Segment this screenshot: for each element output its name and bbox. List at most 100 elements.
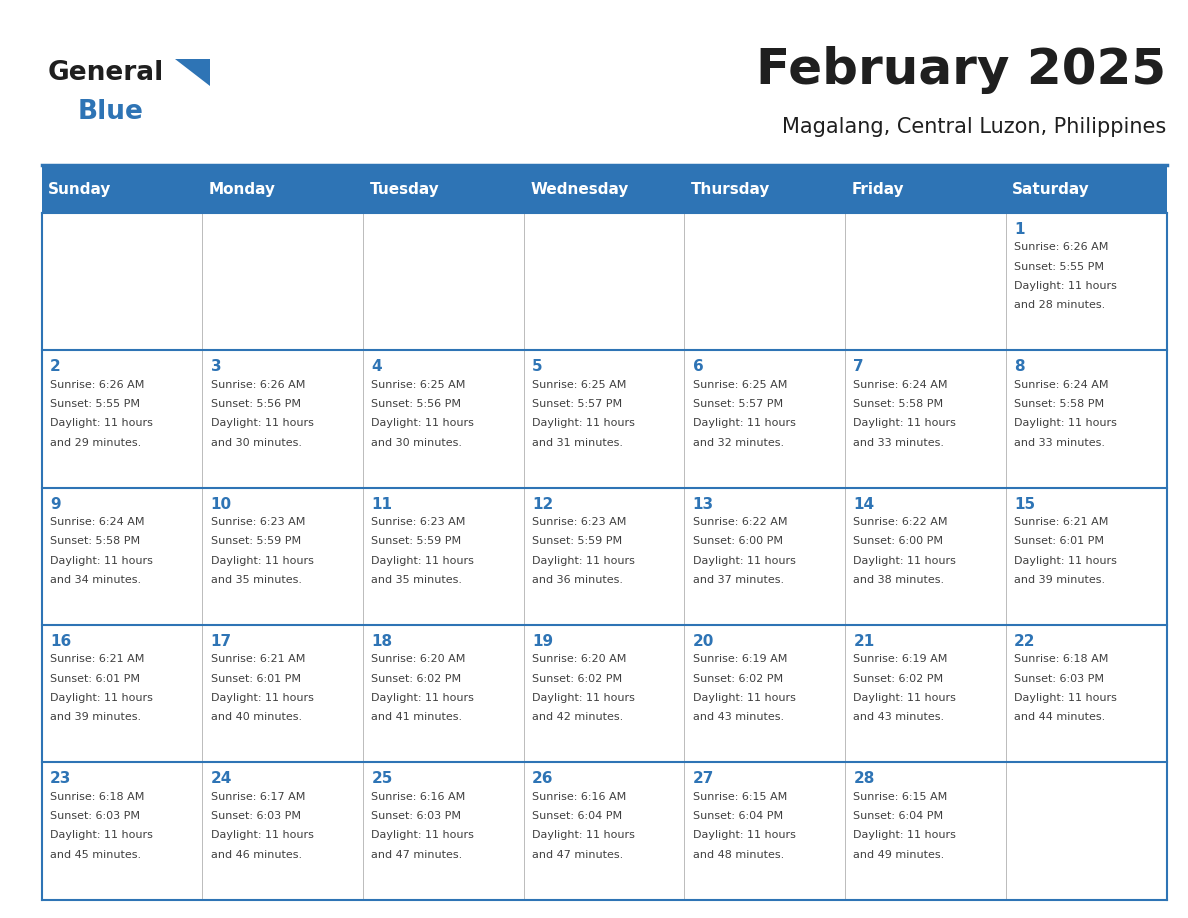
Text: Sunrise: 6:24 AM: Sunrise: 6:24 AM (853, 380, 948, 389)
Text: Daylight: 11 hours: Daylight: 11 hours (693, 555, 796, 565)
Text: 7: 7 (853, 360, 864, 375)
Text: Daylight: 11 hours: Daylight: 11 hours (210, 555, 314, 565)
Text: Sunrise: 6:24 AM: Sunrise: 6:24 AM (1015, 380, 1108, 389)
Text: Sunrise: 6:26 AM: Sunrise: 6:26 AM (1015, 242, 1108, 252)
Text: 22: 22 (1015, 634, 1036, 649)
Text: Sunrise: 6:25 AM: Sunrise: 6:25 AM (372, 380, 466, 389)
Text: 19: 19 (532, 634, 554, 649)
Text: 25: 25 (372, 771, 393, 787)
Text: and 41 minutes.: and 41 minutes. (372, 712, 462, 722)
Text: Daylight: 11 hours: Daylight: 11 hours (532, 830, 634, 840)
Text: Sunset: 6:01 PM: Sunset: 6:01 PM (1015, 536, 1104, 546)
Text: and 42 minutes.: and 42 minutes. (532, 712, 624, 722)
Text: Sunrise: 6:18 AM: Sunrise: 6:18 AM (50, 791, 144, 801)
Text: Sunrise: 6:22 AM: Sunrise: 6:22 AM (693, 517, 788, 527)
Text: Daylight: 11 hours: Daylight: 11 hours (210, 830, 314, 840)
Text: Daylight: 11 hours: Daylight: 11 hours (372, 830, 474, 840)
Text: Daylight: 11 hours: Daylight: 11 hours (50, 693, 153, 703)
Text: Sunrise: 6:17 AM: Sunrise: 6:17 AM (210, 791, 305, 801)
Text: Sunset: 6:00 PM: Sunset: 6:00 PM (693, 536, 783, 546)
Text: Sunset: 6:02 PM: Sunset: 6:02 PM (853, 674, 943, 684)
Text: Magalang, Central Luzon, Philippines: Magalang, Central Luzon, Philippines (783, 117, 1167, 137)
Text: Sunrise: 6:19 AM: Sunrise: 6:19 AM (853, 655, 948, 665)
Text: and 33 minutes.: and 33 minutes. (853, 438, 944, 447)
Text: and 47 minutes.: and 47 minutes. (372, 849, 462, 859)
Text: Sunset: 6:02 PM: Sunset: 6:02 PM (693, 674, 783, 684)
Text: Daylight: 11 hours: Daylight: 11 hours (1015, 555, 1117, 565)
Text: Sunset: 6:02 PM: Sunset: 6:02 PM (532, 674, 623, 684)
Text: Sunset: 6:03 PM: Sunset: 6:03 PM (50, 811, 140, 821)
Text: and 39 minutes.: and 39 minutes. (50, 712, 141, 722)
Text: 26: 26 (532, 771, 554, 787)
Text: Daylight: 11 hours: Daylight: 11 hours (853, 830, 956, 840)
Text: 21: 21 (853, 634, 874, 649)
Text: Daylight: 11 hours: Daylight: 11 hours (693, 830, 796, 840)
Text: 3: 3 (210, 360, 221, 375)
Text: 1: 1 (1015, 222, 1025, 237)
Text: Daylight: 11 hours: Daylight: 11 hours (1015, 693, 1117, 703)
Text: Sunrise: 6:24 AM: Sunrise: 6:24 AM (50, 517, 145, 527)
Text: Sunrise: 6:23 AM: Sunrise: 6:23 AM (210, 517, 305, 527)
Text: 28: 28 (853, 771, 874, 787)
Text: Sunset: 5:58 PM: Sunset: 5:58 PM (853, 399, 943, 409)
Text: Sunset: 5:55 PM: Sunset: 5:55 PM (1015, 262, 1104, 272)
Text: Sunset: 6:04 PM: Sunset: 6:04 PM (532, 811, 623, 821)
Text: and 39 minutes.: and 39 minutes. (1015, 575, 1105, 585)
Text: Sunrise: 6:26 AM: Sunrise: 6:26 AM (50, 380, 144, 389)
Text: Sunset: 5:57 PM: Sunset: 5:57 PM (532, 399, 623, 409)
Text: and 35 minutes.: and 35 minutes. (372, 575, 462, 585)
Text: and 43 minutes.: and 43 minutes. (693, 712, 784, 722)
Text: Sunset: 5:59 PM: Sunset: 5:59 PM (532, 536, 623, 546)
Text: Sunrise: 6:26 AM: Sunrise: 6:26 AM (210, 380, 305, 389)
Text: Sunrise: 6:23 AM: Sunrise: 6:23 AM (372, 517, 466, 527)
Text: and 48 minutes.: and 48 minutes. (693, 849, 784, 859)
Text: Daylight: 11 hours: Daylight: 11 hours (853, 555, 956, 565)
Text: 23: 23 (50, 771, 71, 787)
Text: Saturday: Saturday (1012, 182, 1091, 196)
Text: 11: 11 (372, 497, 392, 512)
Text: Wednesday: Wednesday (530, 182, 628, 196)
Text: Daylight: 11 hours: Daylight: 11 hours (50, 419, 153, 428)
Text: Sunset: 6:01 PM: Sunset: 6:01 PM (210, 674, 301, 684)
Text: 4: 4 (372, 360, 383, 375)
Text: Daylight: 11 hours: Daylight: 11 hours (1015, 419, 1117, 428)
Text: Daylight: 11 hours: Daylight: 11 hours (532, 555, 634, 565)
Text: Sunset: 5:58 PM: Sunset: 5:58 PM (1015, 399, 1105, 409)
Text: Sunset: 6:03 PM: Sunset: 6:03 PM (210, 811, 301, 821)
Bar (42, 213, 1167, 351)
Text: Daylight: 11 hours: Daylight: 11 hours (853, 419, 956, 428)
Text: and 47 minutes.: and 47 minutes. (532, 849, 624, 859)
Text: 12: 12 (532, 497, 554, 512)
Text: 8: 8 (1015, 360, 1025, 375)
Text: Sunrise: 6:16 AM: Sunrise: 6:16 AM (372, 791, 466, 801)
Text: Daylight: 11 hours: Daylight: 11 hours (50, 555, 153, 565)
Text: 5: 5 (532, 360, 543, 375)
Text: Daylight: 11 hours: Daylight: 11 hours (693, 419, 796, 428)
Text: 16: 16 (50, 634, 71, 649)
Text: Friday: Friday (852, 182, 904, 196)
Text: Daylight: 11 hours: Daylight: 11 hours (532, 419, 634, 428)
Text: Daylight: 11 hours: Daylight: 11 hours (853, 693, 956, 703)
Text: Thursday: Thursday (691, 182, 770, 196)
Text: and 34 minutes.: and 34 minutes. (50, 575, 141, 585)
Text: and 36 minutes.: and 36 minutes. (532, 575, 623, 585)
Text: Sunset: 5:56 PM: Sunset: 5:56 PM (372, 399, 461, 409)
Text: Monday: Monday (209, 182, 276, 196)
Text: Daylight: 11 hours: Daylight: 11 hours (532, 693, 634, 703)
Text: and 28 minutes.: and 28 minutes. (1015, 300, 1106, 310)
Text: 24: 24 (210, 771, 232, 787)
Text: Daylight: 11 hours: Daylight: 11 hours (372, 419, 474, 428)
Text: and 30 minutes.: and 30 minutes. (210, 438, 302, 447)
Text: Sunset: 6:03 PM: Sunset: 6:03 PM (1015, 674, 1104, 684)
Text: 9: 9 (50, 497, 61, 512)
Text: Sunrise: 6:21 AM: Sunrise: 6:21 AM (50, 655, 144, 665)
Text: Daylight: 11 hours: Daylight: 11 hours (1015, 281, 1117, 291)
Text: Sunrise: 6:22 AM: Sunrise: 6:22 AM (853, 517, 948, 527)
Bar (42, 487, 1167, 625)
Text: Sunset: 6:03 PM: Sunset: 6:03 PM (372, 811, 461, 821)
Text: Sunrise: 6:21 AM: Sunrise: 6:21 AM (1015, 517, 1108, 527)
Text: Sunset: 5:59 PM: Sunset: 5:59 PM (210, 536, 301, 546)
Text: Sunrise: 6:15 AM: Sunrise: 6:15 AM (853, 791, 948, 801)
Text: Sunset: 5:59 PM: Sunset: 5:59 PM (372, 536, 461, 546)
Text: Sunrise: 6:25 AM: Sunrise: 6:25 AM (693, 380, 788, 389)
